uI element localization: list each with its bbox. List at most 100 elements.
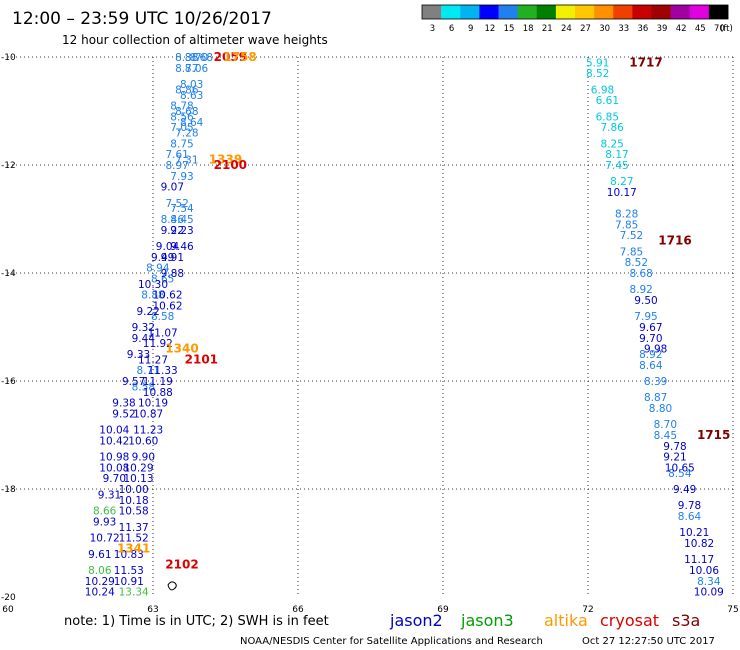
data-point-s3a-cyan: 8.52: [586, 68, 609, 80]
data-point-jason2: 10.24: [85, 587, 115, 599]
footer-credit: NOAA/NESDIS Center for Satellite Applica…: [240, 636, 543, 647]
data-point-s3a: 8.58: [151, 311, 174, 323]
data-point-jason2: 10.62: [152, 290, 182, 302]
data-point-s3a-east: 8.64: [678, 511, 702, 523]
data-point-jason2: 11.27: [138, 354, 168, 366]
colorbar-swatch: [594, 5, 614, 19]
data-point-s3a-east: 8.39: [644, 376, 667, 388]
data-point-s3a: 8.63: [180, 90, 203, 102]
data-point-s3a: 8.56: [170, 111, 194, 123]
data-point-jason2: 11.53: [114, 565, 144, 577]
legend-jason2: jason2: [389, 611, 443, 630]
data-point-jason2: 9.32: [132, 322, 155, 334]
data-point-s3a-east-blue: 11.17: [684, 554, 714, 566]
data-point-s3a: 8.97: [165, 160, 188, 172]
y-tick-label: -14: [1, 269, 16, 279]
data-point-s3a-cyan: 8.25: [600, 138, 623, 150]
data-point-jason2: 10.42: [99, 435, 129, 447]
data-point-s3a: 8.70: [185, 52, 208, 64]
colorbar-label: 39: [657, 24, 668, 34]
colorbar-swatch: [708, 5, 729, 19]
data-point-s3a: 8.64: [180, 117, 204, 129]
data-point-s3a: 8.88: [141, 290, 164, 302]
data-point-s3a-cyan: 7.45: [605, 160, 628, 172]
colorbar-swatch: [575, 5, 595, 19]
data-point-s3a: 8.45: [170, 214, 193, 226]
data-point-jason2: 9.46: [170, 241, 194, 253]
data-point-s3a-east: 8.45: [654, 430, 677, 442]
data-point-s3a-cyan: 8.17: [605, 149, 628, 161]
data-point-jason2: 9.38: [112, 398, 135, 410]
data-point-s3a: 7.54: [170, 203, 194, 215]
data-point-jason2: 11.19: [143, 376, 173, 388]
data-point-s3a-east: 8.68: [629, 268, 652, 280]
data-point-jason2: 9.57: [122, 376, 145, 388]
data-point-jason2: 11.52: [119, 533, 149, 545]
data-point-jason2: 9.33: [127, 349, 150, 361]
colorbar-label: 3: [430, 24, 435, 34]
data-point-jason2: 11.23: [133, 425, 163, 437]
data-point-jason2: 10.72: [90, 533, 120, 545]
data-point-s3a: 7.28: [175, 128, 198, 140]
colorbar-label: 9: [468, 24, 473, 34]
data-point-s3a: 8.86: [175, 84, 199, 96]
data-point-s3a: 8.68: [175, 106, 198, 118]
data-point-s3a-east-blue: 9.78: [663, 441, 686, 453]
footer-note: note: 1) Time is in UTC; 2) SWH is in fe…: [64, 614, 329, 629]
data-point-s3a-east-blue: 9.67: [639, 322, 662, 334]
data-point-jason2: 9.23: [170, 225, 193, 237]
y-tick-label: -18: [1, 485, 16, 495]
data-point-s3a-east: 8.34: [697, 576, 721, 588]
colorbar-label: 27: [580, 24, 591, 34]
data-point-s3a-east: 8.80: [649, 403, 672, 415]
colorbar-label: 6: [449, 24, 454, 34]
data-point-s3a-cyan: 6.85: [596, 111, 619, 123]
y-tick-label: -10: [1, 53, 16, 63]
data-point-s3a-east-blue: 10.06: [689, 565, 719, 577]
track-label: 1716: [658, 234, 691, 248]
data-point-s3a-east-blue: 9.98: [644, 344, 667, 356]
data-point-s3a-east: 8.92: [639, 349, 662, 361]
data-point-jason2: 9.52: [112, 408, 135, 420]
data-point-jason3: 8.66: [93, 506, 117, 518]
colorbar-swatch: [422, 5, 442, 19]
colorbar-label: 21: [542, 24, 553, 34]
data-point-s3a-cyan: 5.91: [586, 57, 609, 69]
track-label: 2101: [185, 352, 218, 366]
data-point-jason2: 9.91: [161, 252, 184, 264]
data-point-jason2: 9.22: [161, 225, 184, 237]
track-label: 1715: [697, 428, 730, 442]
data-point-s3a-east: 7.85: [620, 246, 643, 258]
data-point-jason2: 10.08: [99, 462, 129, 474]
data-point-s3a-east: 7.85: [615, 219, 638, 231]
data-point-jason2: 9.70: [103, 473, 126, 485]
colorbar: 3 6 9 12 15 18 21 24 27 30 33 36 39 42 45 70(ft): [421, 4, 733, 34]
grid: [8, 56, 734, 597]
colorbar-label: 42: [676, 24, 687, 34]
legend-s3a: s3a: [672, 611, 700, 630]
data-point-jason2: 10.60: [128, 435, 158, 447]
data-points: 8.388.708.688.778.068.038.868.638.788.68…: [85, 52, 724, 599]
data-point-jason2: 10.04: [99, 425, 129, 437]
data-point-jason2: 10.29: [85, 576, 115, 588]
data-point-jason2: 10.88: [143, 387, 173, 399]
data-point-jason2: 10.19: [138, 398, 168, 410]
x-tick-label: 63: [147, 605, 158, 615]
data-point-jason2: 9.93: [93, 516, 116, 528]
colorbar-unit: (ft): [720, 24, 733, 34]
data-point-jason2: 9.90: [132, 452, 155, 464]
colorbar-swatch: [460, 5, 480, 19]
legend-altika: altika: [544, 611, 588, 630]
data-point-s3a: 8.77: [175, 63, 198, 75]
data-point-s3a-east: 8.52: [625, 257, 648, 269]
data-point-jason2: 9.31: [98, 489, 121, 501]
colorbar-swatch: [517, 5, 538, 19]
chart-subtitle: 12 hour collection of altimeter wave hei…: [62, 33, 328, 47]
data-point-s3a: 8.71: [136, 365, 159, 377]
colorbar-label: 24: [561, 24, 572, 34]
track-label: 1340: [165, 342, 198, 356]
data-point-jason2: 11.37: [119, 522, 149, 534]
data-point-s3a: 8.65: [151, 273, 174, 285]
colorbar-swatch: [651, 5, 671, 19]
